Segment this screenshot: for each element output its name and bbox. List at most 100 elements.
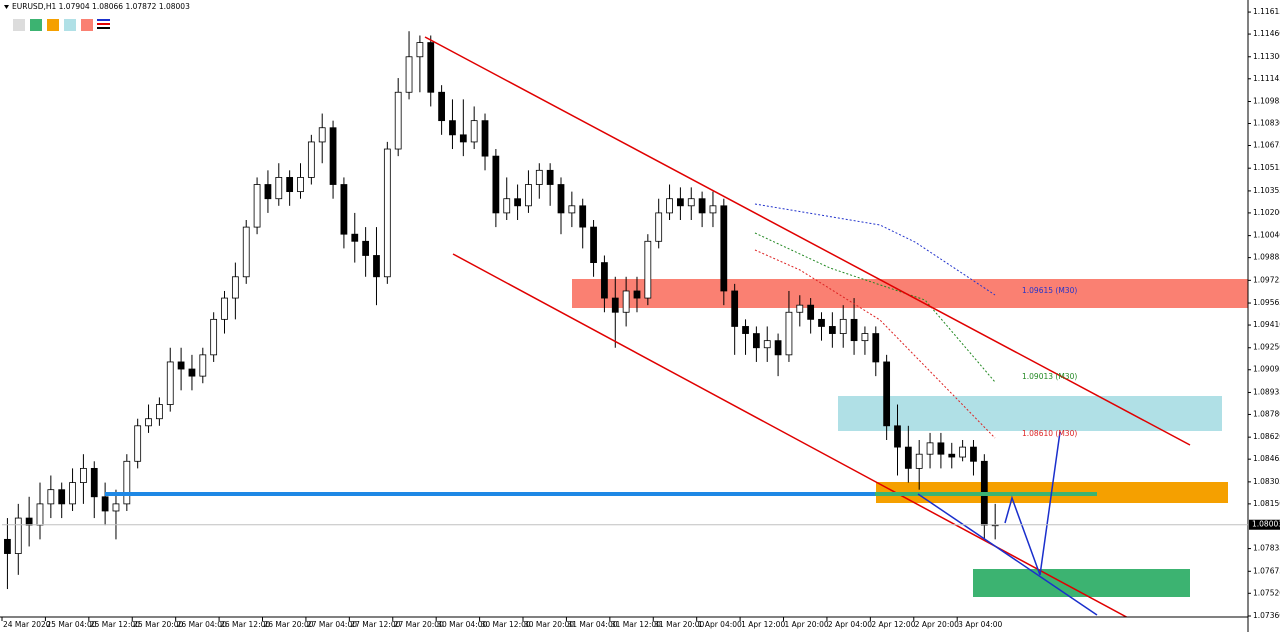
- y-tick-label: 1.10200: [1253, 208, 1280, 217]
- x-tick-label: 24 Mar 2020: [3, 620, 51, 629]
- candle-body: [242, 226, 250, 278]
- x-tick-label: 26 Mar 12:00: [220, 620, 270, 629]
- candle-body: [297, 177, 304, 193]
- candle-body: [622, 290, 630, 313]
- zone-red: [572, 279, 1248, 308]
- candle-body: [101, 496, 109, 512]
- candle-body: [166, 361, 174, 405]
- swatch[interactable]: [13, 19, 25, 31]
- candle-body: [145, 418, 152, 427]
- candle-body: [720, 205, 728, 292]
- candle-body: [503, 198, 511, 214]
- ma-blue: [754, 203, 996, 296]
- candle-body: [514, 198, 521, 207]
- candle-body: [14, 517, 22, 554]
- candle-body: [948, 453, 956, 458]
- swatch[interactable]: [47, 19, 59, 31]
- candle-body: [677, 198, 684, 207]
- candle-body: [307, 141, 315, 178]
- candle-body: [123, 460, 131, 505]
- candle-body: [970, 446, 977, 462]
- y-tick-label: 1.09885: [1253, 253, 1280, 262]
- candle-body: [687, 198, 695, 207]
- candle-body: [449, 120, 456, 136]
- y-tick-label: 1.10040: [1253, 231, 1280, 240]
- y-tick-label: 1.10985: [1253, 96, 1280, 105]
- last-price-label: 1.08003: [1252, 520, 1280, 529]
- candle-body: [742, 326, 749, 334]
- toolbar: [13, 19, 110, 31]
- candle-body: [416, 42, 424, 58]
- y-tick-label: 1.08935: [1253, 387, 1280, 396]
- candle-body: [904, 446, 912, 469]
- candle-body: [959, 446, 966, 458]
- y-tick-label: 1.08150: [1253, 499, 1280, 508]
- candle-body: [188, 368, 196, 377]
- x-tick-label: 3 Apr 04:00: [958, 620, 1002, 629]
- y-tick-label: 1.11300: [1253, 52, 1280, 61]
- candle-body: [90, 467, 98, 498]
- candle-body: [221, 297, 228, 320]
- x-tick-label: 1 Apr 12:00: [741, 620, 785, 629]
- candle-body: [633, 290, 641, 299]
- channel-lower: [452, 253, 1129, 617]
- y-tick-label: 1.08465: [1253, 454, 1280, 463]
- candle-body: [557, 184, 565, 214]
- line-swatch[interactable]: [97, 19, 110, 29]
- candle-body: [275, 177, 283, 200]
- swatch[interactable]: [81, 19, 93, 31]
- candle-body: [427, 42, 435, 93]
- y-tick-label: 1.10355: [1253, 186, 1280, 195]
- chart-title: EURUSD,H1 1.07904 1.08066 1.07872 1.0800…: [12, 2, 190, 11]
- candle-body: [850, 318, 858, 342]
- x-tick-label: 31 Mar 12:00: [611, 620, 661, 629]
- y-tick-label: 1.07520: [1253, 588, 1280, 597]
- x-tick-label: 2 Apr 04:00: [828, 620, 872, 629]
- ma-green: [754, 232, 996, 383]
- candle-body: [579, 205, 587, 228]
- x-tick-label: 1 Apr 20:00: [785, 620, 829, 629]
- candle-body: [937, 442, 945, 455]
- candle-body: [362, 240, 370, 256]
- candles: [4, 31, 999, 590]
- x-tick-label: 25 Mar 12:00: [90, 620, 140, 629]
- x-tick-label: 26 Mar 04:00: [177, 620, 227, 629]
- candle-body: [752, 333, 760, 349]
- y-tick-label: 1.10515: [1253, 163, 1280, 172]
- candle-body: [731, 290, 739, 327]
- candle-body: [58, 489, 66, 505]
- y-tick-label: 1.09565: [1253, 298, 1280, 307]
- x-tick-label: 27 Mar 20:00: [394, 620, 444, 629]
- x-tick-label: 30 Mar 12:00: [481, 620, 531, 629]
- swatch[interactable]: [64, 19, 76, 31]
- candle-body: [470, 120, 478, 143]
- candle-body: [383, 148, 391, 278]
- ma-label: 1.09013 (M30): [1022, 372, 1077, 381]
- candle-body: [883, 361, 891, 427]
- candle-body: [535, 169, 543, 185]
- candle-body: [828, 326, 836, 334]
- candle-body: [644, 240, 652, 299]
- candle-body: [156, 404, 163, 420]
- swatch[interactable]: [30, 19, 42, 31]
- candle-body: [774, 340, 782, 356]
- candle-body: [405, 56, 413, 93]
- y-tick-label: 1.09410: [1253, 320, 1280, 329]
- menu-arrow[interactable]: [4, 5, 9, 9]
- candle-body: [438, 91, 445, 122]
- candle-body: [763, 340, 771, 349]
- candle-body: [36, 503, 44, 526]
- drawings-back: [572, 279, 1248, 597]
- y-tick-label: 1.09095: [1253, 365, 1280, 374]
- candle-body: [839, 318, 847, 334]
- candle-body: [318, 127, 326, 143]
- candle-body: [112, 503, 120, 512]
- candle-body: [69, 482, 76, 505]
- candle-body: [796, 304, 804, 313]
- candle-body: [394, 91, 402, 150]
- ma-red: [754, 249, 996, 439]
- trend-line: [917, 493, 1098, 616]
- candle-body: [492, 155, 500, 214]
- x-tick-label: 25 Mar 04:00: [46, 620, 96, 629]
- ma-label: 1.09615 (M30): [1022, 286, 1077, 295]
